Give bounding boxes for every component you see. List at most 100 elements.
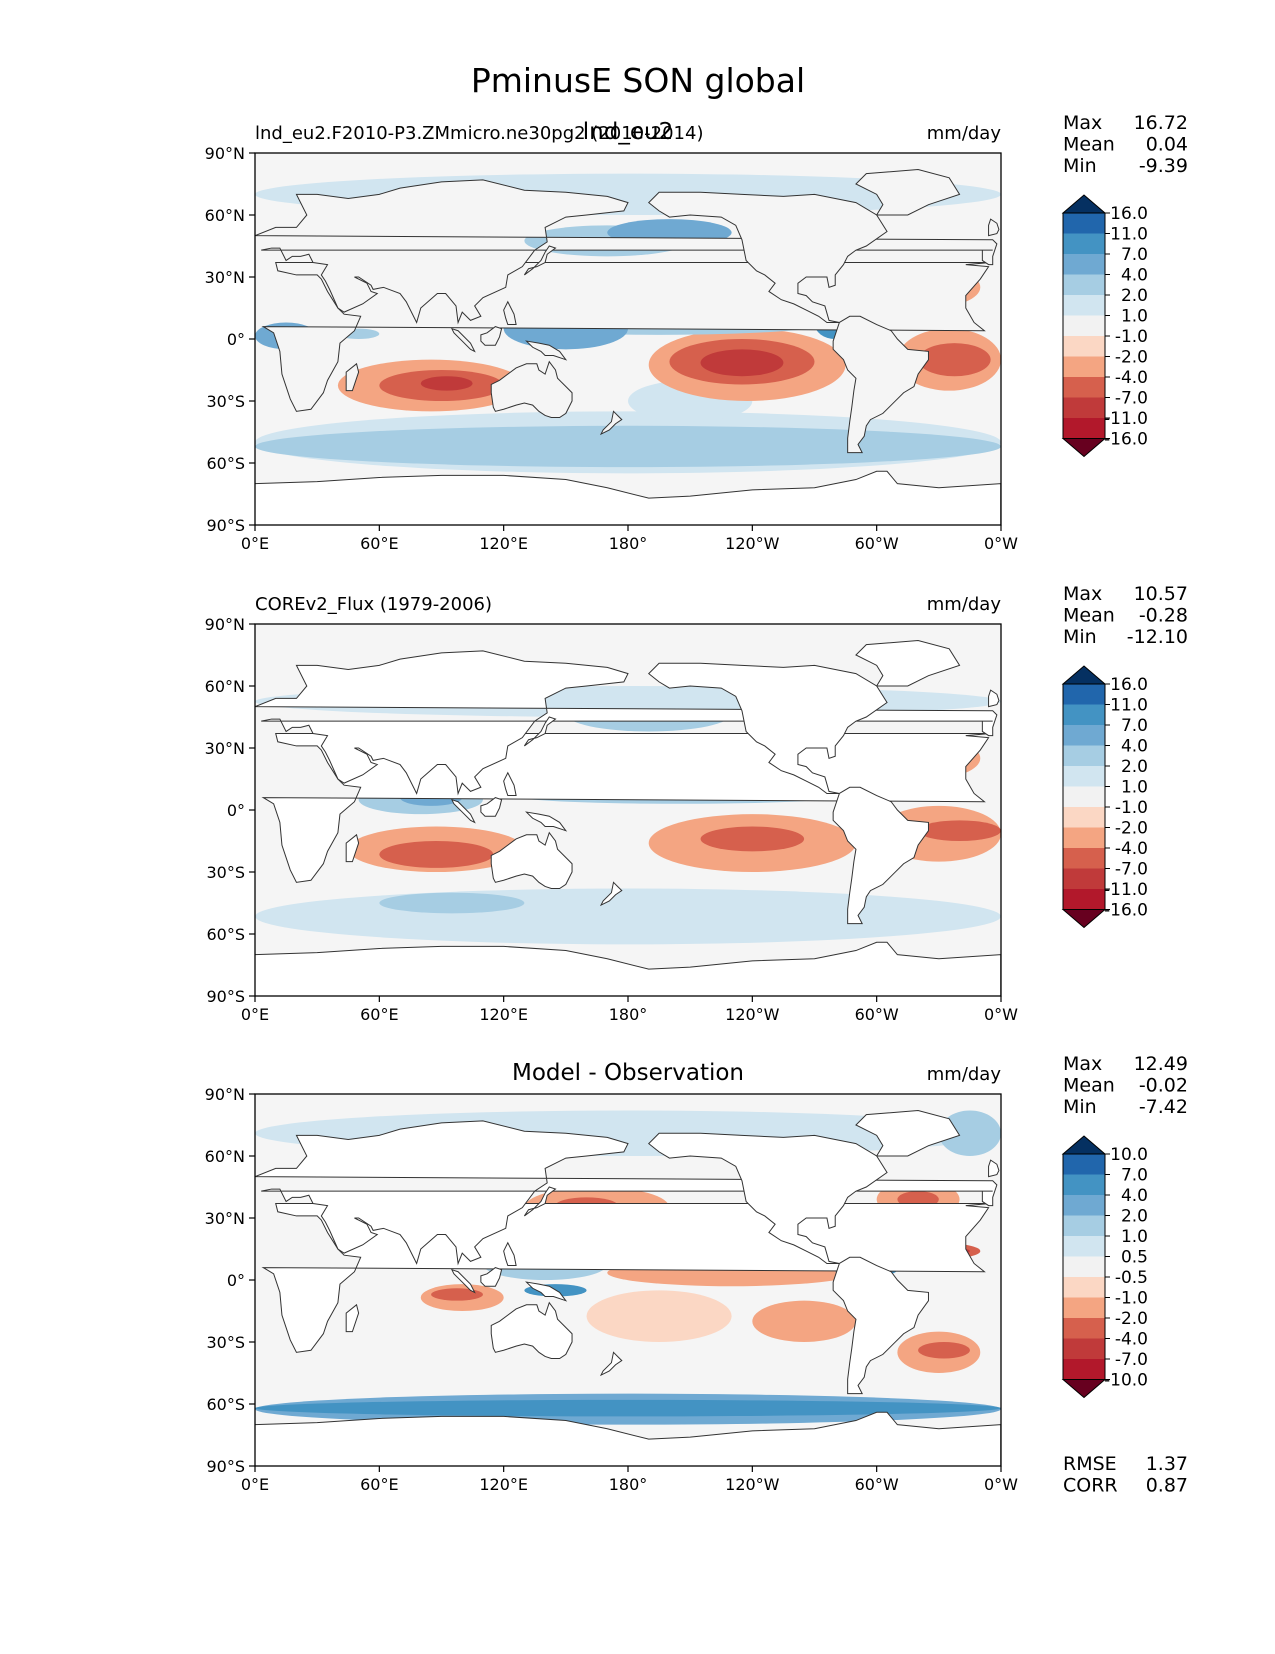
lat-tick-label: 30°N (205, 268, 245, 287)
colorbar-tick-label: -16.0 (1104, 901, 1148, 921)
colorbar-tick-label: 16.0 (1110, 675, 1148, 695)
lon-tick-label: 120°E (479, 1005, 528, 1024)
field-patch (700, 826, 805, 852)
colorbar-segment (1063, 1215, 1105, 1236)
stat-value: -7.42 (1139, 1096, 1188, 1118)
colorbar-tick-label: 11.0 (1110, 225, 1148, 245)
colorbar-tick-label: 11.0 (1110, 696, 1148, 716)
colorbar-segment (1063, 356, 1105, 377)
colorbar-segment (1063, 295, 1105, 316)
field-patch (420, 376, 473, 391)
field-patch (431, 1288, 483, 1301)
coastline-antarctica (255, 941, 1001, 996)
stat-value: 10.57 (1134, 583, 1188, 605)
land-masses (255, 640, 1001, 996)
coastline-nz (599, 410, 623, 436)
colorbar-segment (1063, 1318, 1105, 1339)
coastline-borneo (480, 1267, 503, 1287)
lon-tick-label: 180° (609, 534, 648, 553)
lon-tick-label: 60°E (360, 1475, 398, 1494)
stat-value: 12.49 (1134, 1053, 1188, 1075)
colorbar-segment (1063, 377, 1105, 398)
colorbar-tick-label: -11.0 (1104, 409, 1148, 429)
lon-tick-label: 120°W (725, 1475, 780, 1494)
lat-tick-label: 60°N (205, 677, 245, 696)
colorbar-tick-label: 7.0 (1121, 245, 1148, 265)
lat-tick-label: 60°S (206, 1395, 245, 1414)
colorbar-segment (1063, 848, 1105, 869)
map-field (255, 153, 1001, 525)
coastline-japan (523, 716, 557, 747)
colorbar-segment (1063, 827, 1105, 848)
panel-units: mm/day (927, 594, 1002, 615)
lon-tick-label: 60°E (360, 1005, 398, 1024)
map-panel: COREv2_Flux (1979-2006) mm/day 0°E 60°E 120°… (205, 583, 1188, 1024)
colorbar-tick-label: -7.0 (1115, 389, 1148, 409)
stat-label: Mean (1063, 1075, 1115, 1097)
colorbar-segment (1063, 1195, 1105, 1216)
colorbar-tick-label: 0.5 (1121, 1248, 1148, 1268)
coastline-philippines (503, 771, 517, 797)
colorbar-segment (1063, 868, 1105, 889)
coastline-eurasia (255, 650, 998, 796)
colorbar-segment (1063, 1174, 1105, 1195)
coastline-greenland (855, 169, 961, 216)
colorbar-tick-label: -11.0 (1104, 880, 1148, 900)
lon-tick-label: 120°W (725, 1005, 780, 1024)
figure-title: PminusE SON global (471, 61, 805, 100)
coastline-madagascar (345, 362, 360, 392)
lon-tick-label: 0°W (984, 1475, 1018, 1494)
stat-label: Mean (1063, 605, 1115, 627)
field-patch (752, 1300, 856, 1343)
panel-left-title: lnd_eu2.F2010-P3.ZMmicro.ne30pg2 (2010-2… (255, 123, 703, 144)
coastline-samerica (832, 786, 929, 925)
lat-tick-label: 30°S (206, 863, 245, 882)
stat-label: Mean (1063, 134, 1115, 156)
coastline-uk (988, 218, 1000, 237)
lat-tick-label: 90°S (206, 1457, 245, 1476)
colorbar-segment (1063, 315, 1105, 336)
field-patch (379, 892, 525, 914)
colorbar-segment (1063, 1154, 1105, 1175)
colorbar-extend-top (1061, 194, 1107, 214)
lat-tick-label: 90°N (205, 1085, 245, 1104)
field-patch (586, 1290, 732, 1342)
colorbar-tick-label: 1.0 (1121, 1227, 1148, 1247)
colorbar-segment (1063, 418, 1105, 439)
colorbar-segment (1063, 233, 1105, 254)
coastline-nz (599, 1351, 623, 1377)
lon-tick-label: 120°E (479, 1475, 528, 1494)
coastline-namerica (647, 1132, 888, 1264)
land-masses (255, 1110, 1001, 1466)
colorbar: 16.011.07.04.02.01.0-1.0-2.0-4.0-7.0-11.… (1061, 194, 1148, 458)
lat-tick-label: 0° (227, 330, 245, 349)
coastline-australia (490, 360, 573, 419)
stat-label: Max (1063, 1053, 1102, 1075)
colorbar-tick-label: -7.0 (1115, 860, 1148, 880)
colorbar-tick-label: -4.0 (1115, 368, 1148, 388)
colorbar-segment (1063, 766, 1105, 787)
map-field (255, 624, 1001, 996)
field-patch (938, 1110, 1001, 1156)
colorbar-tick-label: 1.0 (1121, 307, 1148, 327)
field-patch (379, 841, 494, 868)
metric-value: 0.87 (1146, 1475, 1188, 1497)
lat-tick-label: 0° (227, 801, 245, 820)
coastline-japan (523, 245, 557, 276)
stat-label: Max (1063, 112, 1102, 134)
lat-tick-label: 60°S (206, 454, 245, 473)
coastline-australia (490, 1301, 573, 1360)
lat-tick-label: 60°S (206, 925, 245, 944)
lat-tick-label: 90°S (206, 516, 245, 535)
lon-tick-label: 120°E (479, 534, 528, 553)
coastline-samerica (832, 1256, 929, 1395)
map-field (255, 1094, 1001, 1466)
panel-center-title: lnd_eu2 (583, 119, 673, 145)
colorbar-segment (1063, 397, 1105, 418)
colorbar-segment (1063, 745, 1105, 766)
colorbar-segment (1063, 254, 1105, 275)
coastline-sumatra (450, 327, 476, 353)
colorbar-tick-label: 4.0 (1121, 266, 1148, 286)
coastline-samerica (832, 315, 929, 454)
colorbar-segment (1063, 336, 1105, 357)
